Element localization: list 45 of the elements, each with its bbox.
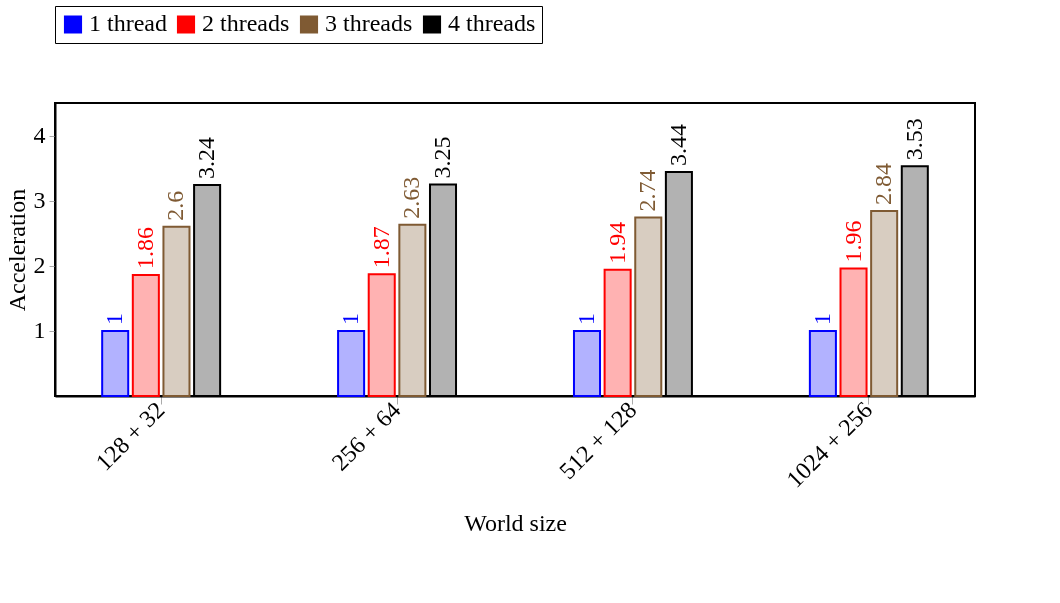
y-axis-title: Acceleration <box>3 188 30 312</box>
y-tick-label: 1 <box>33 317 46 344</box>
data-label: 1.96 <box>839 220 866 263</box>
bar <box>808 329 837 397</box>
bar <box>131 273 160 397</box>
bar <box>101 329 130 397</box>
data-label: 1 <box>808 312 835 325</box>
bar <box>634 216 663 397</box>
bar <box>664 171 693 397</box>
data-label: 1.87 <box>367 226 394 269</box>
data-label: 2.6 <box>162 190 189 221</box>
data-label: 3.53 <box>900 118 927 161</box>
data-label: 1 <box>572 312 599 325</box>
bar <box>839 267 868 397</box>
data-label: 1 <box>101 312 128 325</box>
legend-label: 3 threads <box>325 10 413 37</box>
bar <box>572 329 602 397</box>
bar <box>428 183 458 397</box>
bar <box>337 329 366 397</box>
data-label: 2.74 <box>634 169 661 212</box>
bar <box>162 225 191 397</box>
data-label: 2.63 <box>398 176 425 219</box>
legend-label: 1 thread <box>89 10 167 37</box>
bar <box>900 165 929 397</box>
x-tick-label: 256 + 64 <box>326 396 406 476</box>
y-tick-label: 2 <box>33 252 46 279</box>
data-label: 2.84 <box>870 163 897 206</box>
bar <box>603 268 632 397</box>
data-label: 3.24 <box>193 137 220 180</box>
legend-label: 4 threads <box>448 10 536 37</box>
bar <box>870 210 899 397</box>
bar <box>193 184 222 397</box>
data-label: 3.44 <box>664 124 691 167</box>
data-label: 1.94 <box>603 221 630 264</box>
data-label: 1.86 <box>131 226 158 269</box>
x-tick-label: 128 + 32 <box>90 396 170 476</box>
x-axis-title: World size <box>464 510 567 537</box>
data-label: 3.25 <box>429 136 456 179</box>
bar <box>367 273 396 397</box>
data-label: 1 <box>337 312 364 325</box>
y-tick-label: 3 <box>33 187 46 214</box>
bar <box>398 223 427 397</box>
x-tick-label: 512 + 128 <box>554 396 642 484</box>
legend-label: 2 threads <box>202 10 290 37</box>
y-tick-label: 4 <box>33 122 46 149</box>
